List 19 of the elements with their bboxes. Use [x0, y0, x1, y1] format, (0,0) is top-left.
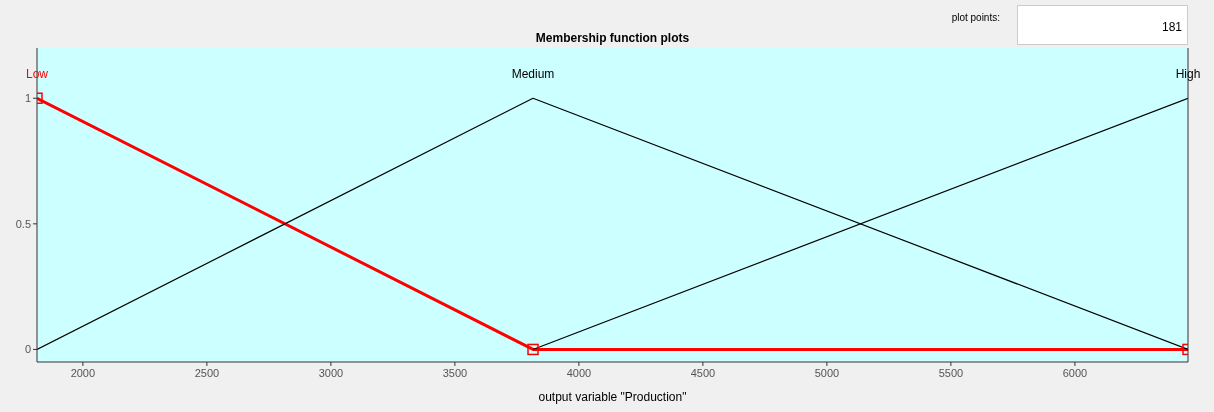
x-tick-label: 2000	[70, 366, 96, 379]
x-tick-label: 4500	[690, 366, 716, 379]
series-label: Medium	[511, 67, 555, 82]
x-tick-label: 2500	[194, 366, 220, 379]
x-axis-title: output variable "Production"	[537, 390, 688, 404]
x-tick-label: 3000	[318, 366, 344, 379]
series-label: Low	[25, 67, 49, 82]
x-tick-label: 3500	[442, 366, 468, 379]
y-tick-label: 1	[24, 92, 31, 105]
x-tick-label: 5500	[938, 366, 964, 379]
text: plot points:	[950, 12, 1000, 23]
x-tick-label: 6000	[1062, 366, 1088, 379]
chart-title: Membership function plots	[535, 31, 690, 45]
series-label: High	[1175, 67, 1201, 82]
text: 181	[1160, 20, 1182, 34]
y-tick-label: 0.5	[15, 217, 31, 230]
x-tick-label: 5000	[814, 366, 840, 379]
x-tick-label: 4000	[566, 366, 592, 379]
y-tick-label: 0	[24, 343, 31, 356]
